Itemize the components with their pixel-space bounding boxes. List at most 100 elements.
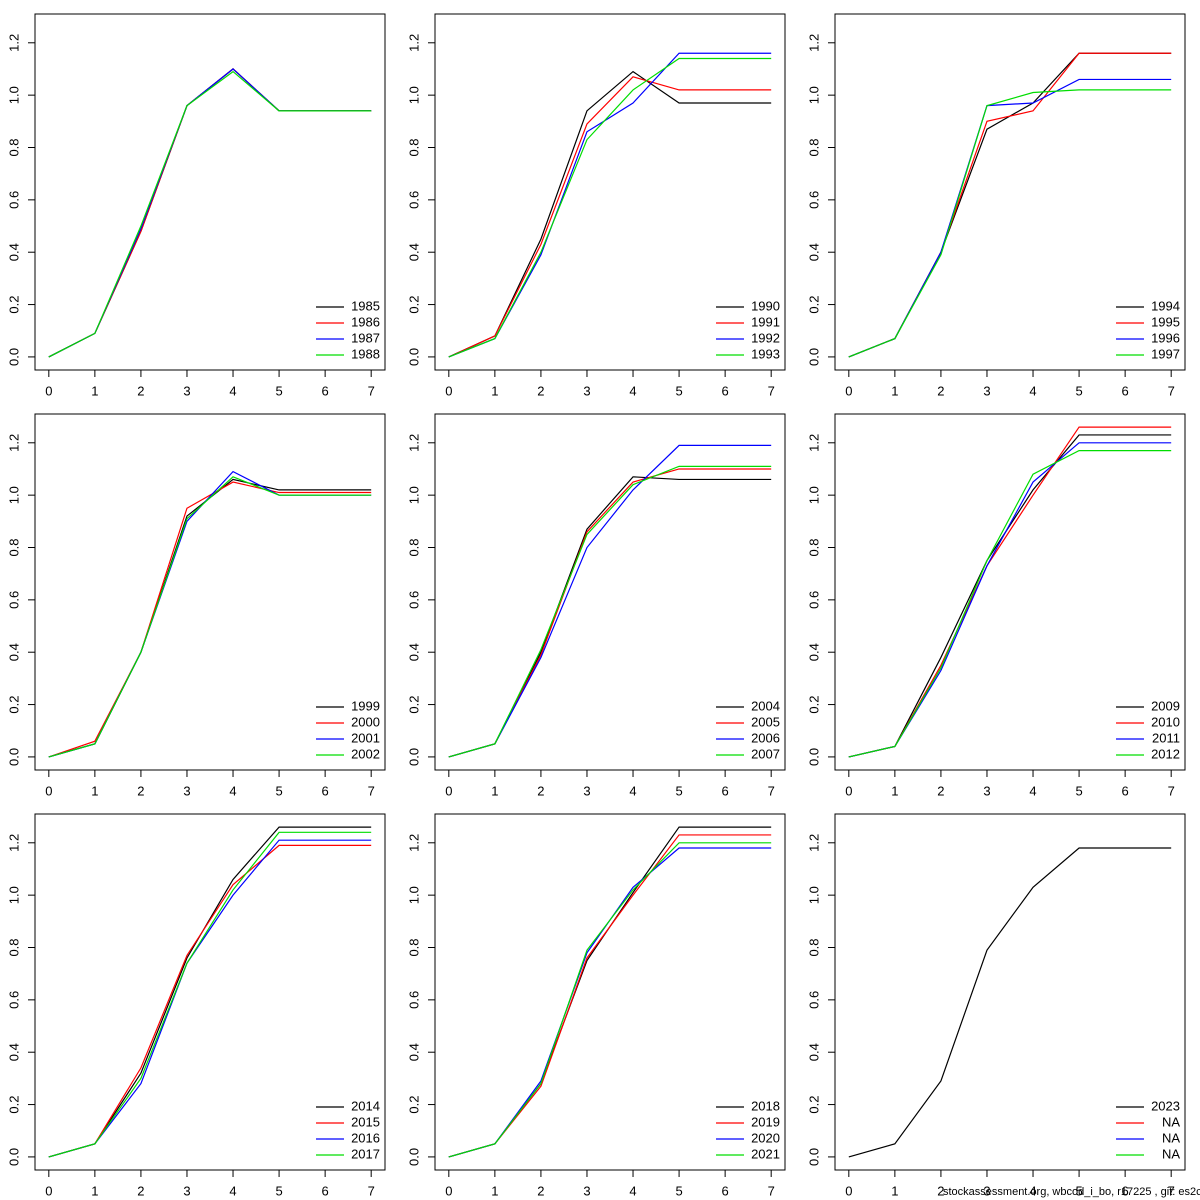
x-tick-label: 2 [137,383,144,398]
legend-label: 2016 [351,1130,380,1145]
plot-box [34,13,386,371]
series-line [448,468,772,758]
x-tick-label: 2 [537,383,544,398]
y-tick-label: 1.2 [406,434,421,452]
y-tick-label: 0.2 [6,696,21,714]
y-tick-label: 0.4 [806,1043,821,1061]
legend-label: 2006 [751,730,780,745]
x-tick-label: 3 [183,1183,190,1198]
y-tick-label: 0.2 [806,696,821,714]
x-tick-label: 2 [137,783,144,798]
x-tick-label: 3 [583,1183,590,1198]
y-tick-label: 0.2 [406,1096,421,1114]
x-tick-label: 6 [1122,1183,1129,1198]
y-tick-label: 0.4 [6,643,21,661]
legend-label: 2012 [1151,746,1180,761]
x-tick-label: 3 [983,783,990,798]
legend-label: NA [1162,1146,1180,1161]
y-tick-label: 0.0 [6,748,21,766]
y-tick-label: 0.6 [6,991,21,1009]
legend-label: 1992 [751,330,780,345]
y-tick-label: 0.8 [806,938,821,956]
legend-label: 1986 [351,314,380,329]
plot-box [834,813,1186,1171]
x-tick-label: 3 [583,783,590,798]
x-tick-label: 0 [845,783,852,798]
legend-label: NA [1162,1114,1180,1129]
x-tick-label: 5 [1075,383,1082,398]
y-tick-label: 0.4 [6,1043,21,1061]
legend-label: 1987 [351,330,380,345]
x-tick-label: 4 [229,1183,236,1198]
y-tick-label: 0.8 [6,538,21,556]
x-tick-label: 5 [675,783,682,798]
y-tick-label: 0.6 [806,191,821,209]
x-tick-label: 3 [583,383,590,398]
y-tick-label: 0.6 [806,991,821,1009]
y-tick-label: 0.0 [806,748,821,766]
series-line [448,842,772,1158]
y-tick-label: 0.8 [406,538,421,556]
x-tick-label: 2 [137,1183,144,1198]
y-tick-label: 0.6 [6,591,21,609]
series-line [448,444,772,758]
y-tick-label: 0.0 [806,1148,821,1166]
series-line [48,470,372,758]
plot-box [834,413,1186,771]
x-tick-label: 4 [629,783,636,798]
x-tick-label: 1 [91,1183,98,1198]
series-line [448,76,772,358]
series-line [48,68,372,358]
legend-label: 2014 [351,1098,380,1113]
legend-label: 2010 [1151,714,1180,729]
y-tick-label: 0.0 [406,748,421,766]
x-tick-label: 2 [937,383,944,398]
legend-label: 2001 [351,730,380,745]
y-tick-label: 1.0 [406,486,421,504]
y-tick-label: 0.4 [406,243,421,261]
x-tick-label: 6 [322,383,329,398]
x-tick-label: 5 [275,383,282,398]
y-tick-label: 0.4 [406,1043,421,1061]
y-tick-label: 1.2 [6,834,21,852]
y-tick-label: 0.8 [6,938,21,956]
x-tick-label: 6 [1122,383,1129,398]
plot-box [34,813,386,1171]
legend-label: 2021 [751,1146,780,1161]
series-line [848,78,1172,358]
x-tick-label: 2 [537,1183,544,1198]
plot-box [434,813,786,1171]
x-tick-label: 7 [768,1183,775,1198]
y-tick-label: 0.0 [406,1148,421,1166]
legend-label: 2009 [1151,698,1180,713]
x-tick-label: 4 [1029,1183,1036,1198]
x-tick-label: 5 [1075,1183,1082,1198]
y-tick-label: 1.0 [406,86,421,104]
y-tick-label: 0.0 [806,348,821,366]
legend-label: 2019 [751,1114,780,1129]
x-tick-label: 5 [675,383,682,398]
x-tick-label: 1 [91,383,98,398]
x-tick-label: 7 [768,783,775,798]
x-tick-label: 5 [275,1183,282,1198]
x-tick-label: 0 [845,383,852,398]
x-tick-label: 7 [368,383,375,398]
x-tick-label: 4 [1029,383,1036,398]
legend-label: 1996 [1151,330,1180,345]
x-tick-label: 3 [183,783,190,798]
x-tick-label: 0 [845,1183,852,1198]
x-tick-label: 6 [722,783,729,798]
legend-label: 2023 [1151,1098,1180,1113]
x-tick-label: 0 [445,383,452,398]
series-line [448,834,772,1158]
y-tick-label: 0.6 [406,191,421,209]
series-line [448,847,772,1158]
x-tick-label: 1 [491,1183,498,1198]
legend-label: 2004 [751,698,780,713]
x-tick-label: 6 [322,783,329,798]
series-line [848,442,1172,758]
series-line [848,434,1172,758]
x-tick-label: 6 [722,1183,729,1198]
legend-label: 1995 [1151,314,1180,329]
series-line [448,57,772,358]
